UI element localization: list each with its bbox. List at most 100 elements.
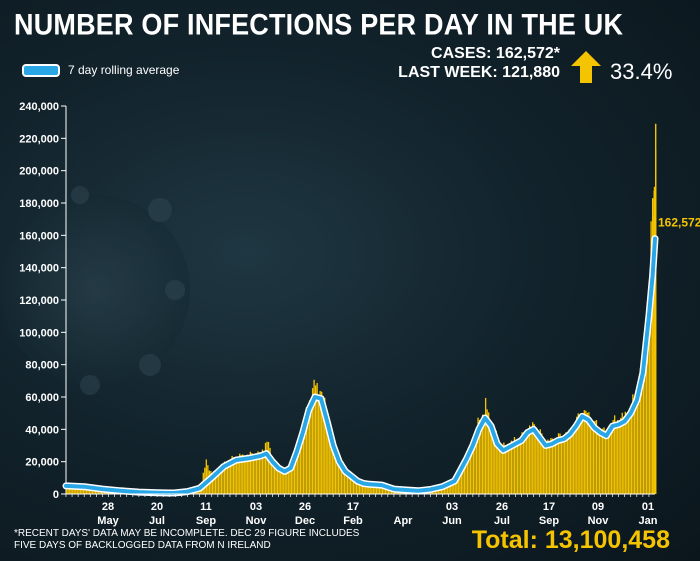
- y-tick-label: 200,000: [19, 166, 59, 178]
- daily-case-bar: [551, 438, 554, 494]
- daily-case-bar: [278, 466, 280, 494]
- daily-case-bar: [351, 475, 353, 494]
- daily-case-bar: [273, 464, 276, 494]
- x-tick-day: 28: [102, 501, 114, 513]
- daily-case-spike: [655, 123, 657, 495]
- daily-case-bar: [308, 400, 311, 494]
- daily-case-bar: [450, 481, 452, 494]
- daily-case-bar: [261, 449, 264, 494]
- daily-case-bar: [600, 436, 602, 494]
- daily-case-bar: [69, 485, 71, 494]
- daily-case-bar: [343, 469, 346, 494]
- x-tick-month: Feb: [343, 515, 363, 527]
- daily-case-bar: [234, 459, 236, 494]
- daily-case-bar: [304, 416, 306, 494]
- daily-case-bar: [544, 440, 546, 494]
- daily-case-bar: [286, 467, 288, 494]
- daily-case-bar: [313, 379, 315, 494]
- daily-case-bar: [481, 414, 484, 494]
- daily-case-bar: [501, 449, 503, 494]
- daily-case-bar: [580, 413, 582, 494]
- y-axis: 0 20,000 40,000 60,000 80,000 100,000 120,000 1…: [19, 101, 67, 501]
- daily-case-bar: [522, 433, 525, 494]
- daily-case-bar: [66, 485, 68, 494]
- daily-case-bar: [503, 442, 505, 494]
- daily-case-bar: [624, 411, 626, 494]
- daily-case-bar: [252, 456, 255, 494]
- daily-case-bar: [229, 461, 232, 494]
- daily-case-bar: [589, 426, 592, 494]
- daily-case-bar: [465, 460, 467, 494]
- daily-case-bar: [527, 436, 529, 494]
- daily-case-bar: [469, 445, 472, 494]
- footnote: *RECENT DAYS' DATA MAY BE INCOMPLETE. DE…: [14, 528, 360, 551]
- daily-case-bar: [219, 470, 221, 494]
- daily-case-bar: [601, 428, 604, 494]
- daily-case-bar: [334, 444, 337, 494]
- daily-case-bar: [363, 482, 365, 494]
- daily-case-bar: [239, 453, 241, 494]
- daily-case-bar: [267, 441, 270, 494]
- daily-case-bar: [287, 465, 289, 494]
- daily-case-bar: [463, 461, 466, 494]
- daily-case-bar: [620, 417, 622, 494]
- daily-case-bar: [477, 417, 479, 494]
- daily-case-bar: [560, 438, 563, 494]
- change-percent: 33.4%: [610, 59, 673, 84]
- daily-case-bar: [612, 420, 614, 494]
- daily-case-bar: [228, 460, 230, 494]
- x-tick-month: Nov: [246, 515, 268, 527]
- y-tick-label: 120,000: [19, 295, 59, 307]
- daily-case-bar: [547, 439, 549, 494]
- daily-case-bar: [525, 431, 528, 494]
- daily-case-bar: [460, 466, 463, 494]
- daily-case-bar: [337, 454, 340, 494]
- daily-case-bar: [480, 420, 482, 494]
- daily-case-bar: [609, 428, 611, 494]
- x-tick-day: 11: [200, 501, 212, 513]
- daily-case-bar: [328, 427, 330, 494]
- daily-case-bar: [577, 413, 579, 494]
- daily-case-bar: [345, 470, 347, 494]
- daily-case-bar: [629, 409, 631, 494]
- daily-case-bar: [266, 441, 268, 494]
- daily-case-bar: [293, 453, 296, 494]
- daily-case-bar: [327, 416, 329, 494]
- daily-case-bar: [598, 427, 601, 494]
- daily-case-bar: [352, 475, 355, 494]
- daily-case-bar: [489, 420, 491, 494]
- daily-case-bar: [592, 425, 595, 494]
- daily-case-bar: [554, 438, 557, 494]
- daily-case-bar: [614, 415, 616, 494]
- daily-case-bar: [574, 427, 576, 494]
- x-tick-day: 26: [496, 501, 508, 513]
- daily-case-bar: [495, 430, 497, 494]
- daily-case-bar: [372, 484, 374, 494]
- x-tick-month: Jul: [149, 515, 165, 527]
- daily-case-bar: [255, 458, 258, 494]
- daily-case-bar: [559, 433, 561, 494]
- daily-case-bar: [302, 425, 305, 494]
- daily-case-bar: [301, 430, 303, 494]
- daily-case-bar: [346, 472, 349, 494]
- daily-case-bar: [524, 433, 526, 494]
- daily-case-bar: [447, 484, 449, 494]
- daily-case-bar: [349, 471, 352, 494]
- daily-case-bar: [237, 460, 239, 494]
- daily-case-bar: [290, 464, 292, 494]
- daily-case-bar: [623, 416, 625, 494]
- daily-case-bar: [348, 471, 350, 494]
- daily-case-bar: [365, 483, 367, 494]
- daily-case-bar: [214, 471, 217, 494]
- daily-case-bar: [354, 478, 356, 494]
- daily-case-bar: [340, 460, 343, 494]
- daily-case-bar: [342, 461, 344, 494]
- daily-case-bar: [576, 416, 578, 494]
- y-tick-label: 240,000: [19, 101, 59, 113]
- daily-case-bar: [556, 441, 558, 494]
- daily-case-bar: [243, 455, 245, 494]
- daily-case-bar: [216, 471, 218, 494]
- daily-case-bar: [506, 444, 508, 494]
- daily-case-bar: [474, 433, 476, 494]
- daily-case-bar: [597, 430, 599, 494]
